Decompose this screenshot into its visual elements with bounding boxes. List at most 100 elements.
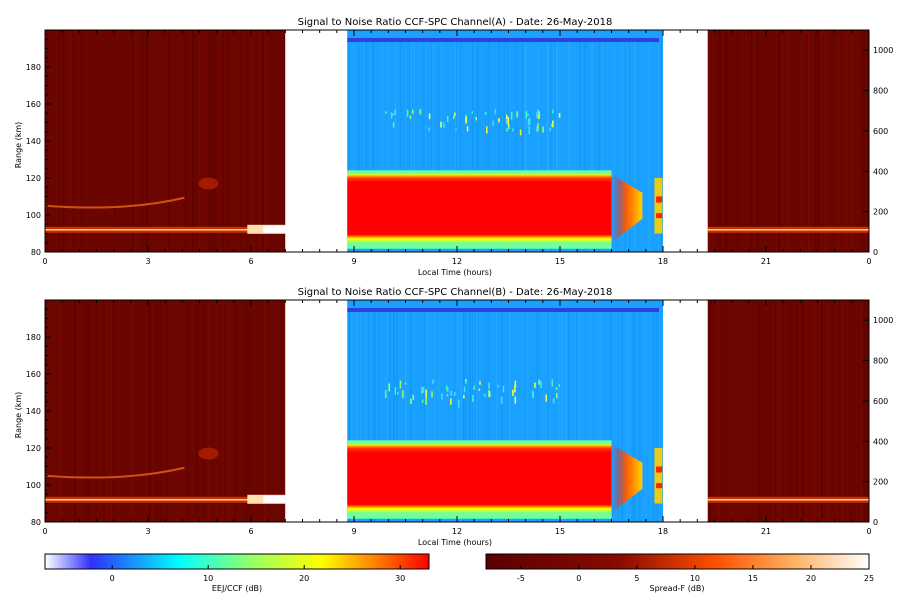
colorbar-tick-label: 10 [690,574,700,583]
eej-sunset-core-a [656,213,663,219]
eej-weak-layer-echo-a [406,109,409,117]
eej-weak-layer-echo-b [450,398,452,405]
eej-weak-layer-echo-b [399,380,402,389]
axes-b: 0 3 6 9 12 15 18 21 0801001201401601800200400600… [26,299,893,536]
colorbar-eej-ccf: 0 10 20 30 EEJ/CCF (dB) [44,553,430,593]
eej-weak-layer-echo-b [404,382,407,385]
y-tick-label-a: 100 [26,211,41,220]
y-tick-label-b: 80 [31,518,41,527]
colorbar-tick-label: 10 [203,574,213,583]
eej-weak-layer-echo-a [536,126,538,132]
x-tick-label-a: 18 [658,257,668,266]
eej-weak-layer-echo-a [550,123,553,127]
eej-weak-layer-echo-b [447,386,449,393]
eej-sunset-core-b [656,466,663,473]
eej-weak-layer-echo-b [473,385,475,390]
eej-weak-layer-echo-a [537,123,539,131]
data-gap-a [663,31,708,251]
eej-weak-layer-echo-b [425,389,427,397]
eej-weak-layer-echo-b [512,389,514,396]
x-tick-label-b: 0 [866,527,871,536]
y-axis-label-a: Range (km) [14,122,23,169]
eej-weak-layer-echo-a [392,121,395,128]
colorbar-eej-label: EEJ/CCF (dB) [212,584,262,593]
x-tick-label-a: 21 [761,257,771,266]
colorbar-tick-label: 15 [748,574,758,583]
eej-weak-layer-echo-a [409,115,412,119]
y-tick-label-a: 80 [31,248,41,257]
y2-tick-label-b: 0 [873,518,878,527]
x-tick-label-a: 6 [248,257,253,266]
eej-weak-layer-echo-a [494,108,497,115]
eej-weak-layer-echo-a [498,117,500,123]
colorbar-tick-label: -5 [517,574,525,583]
x-tick-label-a: 9 [351,257,356,266]
heatmap-a [44,30,869,252]
eej-weak-layer-echo-a [453,116,455,119]
eej-weak-layer-echo-b [538,379,540,385]
eej-weak-layer-echo-b [463,394,465,399]
eej-sunset-core-a [656,196,663,203]
colorbar-tick-label: 5 [634,574,639,583]
eej-weak-layer-echo-b [534,382,536,388]
x-tick-label-a: 12 [452,257,462,266]
eej-weak-layer-echo-a [505,117,508,124]
eej-sunset-core-b [656,483,663,489]
eej-weak-layer-echo-b [394,387,397,395]
eej-weak-layer-echo-a [392,113,394,116]
eej-weak-layer-echo-b [465,379,467,382]
x-tick-label-a: 15 [555,257,565,266]
data-gap-b [285,301,348,521]
eej-weak-layer-echo-a [484,112,487,115]
colorbar-tick-label: 30 [395,574,405,583]
eej-weak-layer-echo-b [540,381,542,389]
x-tick-label-b: 12 [452,527,462,536]
colorbar-spread-f-label: Spread-F (dB) [649,584,704,593]
x-tick-label-a: 0 [42,257,47,266]
eej-weak-layer-echo-a [528,117,531,125]
spread-f-background-a [45,30,286,252]
eej-weak-layer-echo-b [489,392,491,397]
eej-weak-layer-echo-b [422,386,425,393]
eej-weak-layer-echo-a [443,122,445,129]
eej-weak-layer-echo-a [552,120,554,128]
eej-weak-layer-echo-b [551,379,554,387]
y2-tick-label-a: 0 [873,248,878,257]
colorbar-tick-label: 0 [110,574,115,583]
eej-weak-layer-echo-a [440,121,442,128]
eej-weak-layer-echo-a [558,113,561,118]
eej-weak-layer-echo-a [446,116,449,122]
eej-weak-layer-echo-a [465,116,467,124]
y2-tick-label-b: 400 [873,437,888,446]
eej-weak-layer-echo-a [510,111,513,120]
eej-sunset-echo-b [654,448,663,504]
eej-strong-echo-b [347,444,612,513]
eej-top-band-b [347,308,659,312]
eej-weak-layer-echo-a [428,113,431,120]
eej-weak-layer-echo-b [446,394,449,397]
chart-title-a: Signal to Noise Ratio CCF-SPC Channel(A)… [298,17,613,28]
eej-weak-layer-echo-b [478,388,481,391]
eej-weak-layer-echo-a [516,111,518,118]
eej-weak-layer-echo-a [455,128,457,131]
eej-weak-layer-echo-a [505,114,508,119]
y-tick-label-a: 140 [26,137,41,146]
eej-weak-layer-echo-b [410,398,412,405]
eej-weak-layer-echo-a [454,112,456,117]
eej-weak-layer-echo-b [472,395,474,403]
y2-tick-label-a: 800 [873,87,888,96]
spread-f-curved-trace-b [44,466,185,479]
panel-channel-b: Signal to Noise Ratio CCF-SPC Channel(B)… [14,287,893,547]
data-gap-a [285,31,348,251]
eej-weak-layer-echo-a [475,116,478,121]
spread-f-patch-a [198,177,219,190]
y-tick-label-a: 120 [26,174,41,183]
panel-channel-a: Signal to Noise Ratio CCF-SPC Channel(A)… [14,17,893,277]
y-axis-label-b: Range (km) [14,392,23,439]
eej-weak-layer-echo-b [514,396,517,404]
eej-weak-layer-echo-b [384,389,387,395]
y2-tick-label-b: 1000 [873,316,893,325]
eej-weak-layer-echo-b [421,386,423,394]
colorbar-tick-label: 0 [576,574,581,583]
eej-weak-layer-echo-b [500,396,503,404]
